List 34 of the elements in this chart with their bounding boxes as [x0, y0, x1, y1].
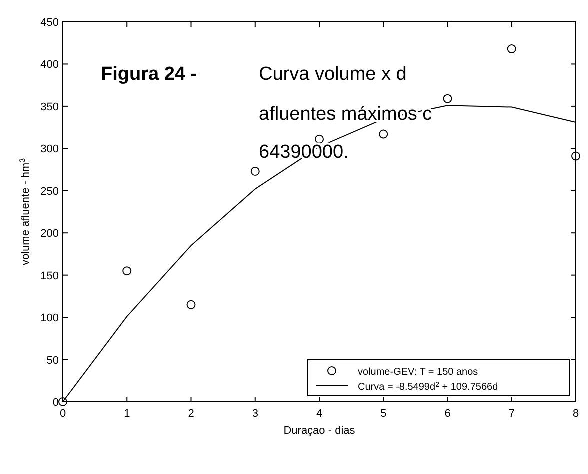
y-tick-label: 200 — [40, 228, 59, 240]
x-tick-label: 0 — [60, 408, 66, 420]
point — [572, 152, 580, 161]
point — [122, 266, 132, 276]
y-tick-label: 250 — [40, 186, 59, 198]
x-tick-label: 3 — [252, 408, 258, 420]
legend-label: Curva = -8.5499d$^{2}$ + 109.7566d — [358, 382, 498, 393]
y-tick-label: 400 — [40, 59, 59, 72]
annotation: Curva volume x d — [259, 64, 407, 85]
point — [379, 130, 388, 139]
x-tick-label: 1 — [124, 408, 130, 420]
point — [58, 398, 68, 406]
x-tick-label: 5 — [380, 408, 387, 420]
annotation: Figura 24 - — [101, 64, 198, 85]
y-tick-label: 150 — [40, 270, 59, 282]
y-tick-label: 300 — [40, 144, 59, 156]
annotation: afluentes máximos c — [259, 104, 432, 125]
x-tick-label: 6 — [444, 408, 451, 420]
point — [507, 44, 516, 54]
legend-label: volume-GEV: T = 150 anos — [358, 367, 478, 378]
x-axis-title: Duraçao - dias — [284, 425, 356, 437]
point — [250, 166, 260, 176]
point — [315, 134, 324, 144]
y-tick-label: 0 — [52, 397, 59, 409]
y-tick-label: 350 — [40, 101, 59, 114]
point — [186, 300, 196, 310]
x-tick-label: 7 — [508, 408, 515, 420]
x-tick-label: 4 — [316, 408, 323, 420]
y-tick-label: 50 — [46, 354, 59, 367]
x-tick-label: 2 — [188, 408, 194, 420]
y-tick-label: 450 — [40, 17, 59, 29]
point — [443, 94, 452, 104]
y-tick-label: 100 — [40, 312, 59, 325]
x-tick-label: 8 — [572, 408, 580, 420]
